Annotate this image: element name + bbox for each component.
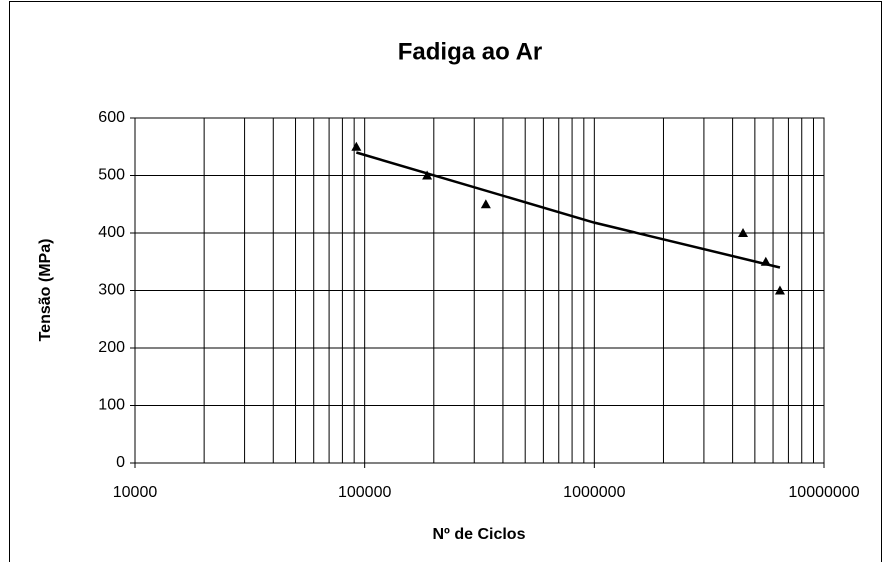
x-axis-label: Nº de Ciclos	[433, 526, 526, 543]
trendline	[355, 151, 781, 269]
y-tick-label: 500	[98, 167, 125, 184]
y-tick-label: 300	[98, 282, 125, 299]
y-tick-label: 600	[98, 109, 125, 126]
chart-title: Fadiga ao Ar	[398, 38, 542, 65]
y-tick-label: 200	[98, 339, 125, 356]
x-tick-label: 10000000	[788, 484, 859, 501]
x-tick-label: 10000	[113, 484, 158, 501]
x-tick-label: 1000000	[563, 484, 625, 501]
marker	[422, 170, 433, 180]
marker	[774, 285, 785, 295]
y-tick-label: 400	[98, 224, 125, 241]
marker	[351, 141, 362, 151]
y-axis-label: Tensão (MPa)	[37, 239, 54, 342]
x-tick-label: 100000	[338, 484, 391, 501]
y-tick-label: 0	[116, 454, 125, 471]
marker	[738, 228, 749, 237]
y-tick-label: 100	[98, 397, 125, 414]
marker	[760, 256, 771, 266]
marker	[480, 199, 491, 209]
